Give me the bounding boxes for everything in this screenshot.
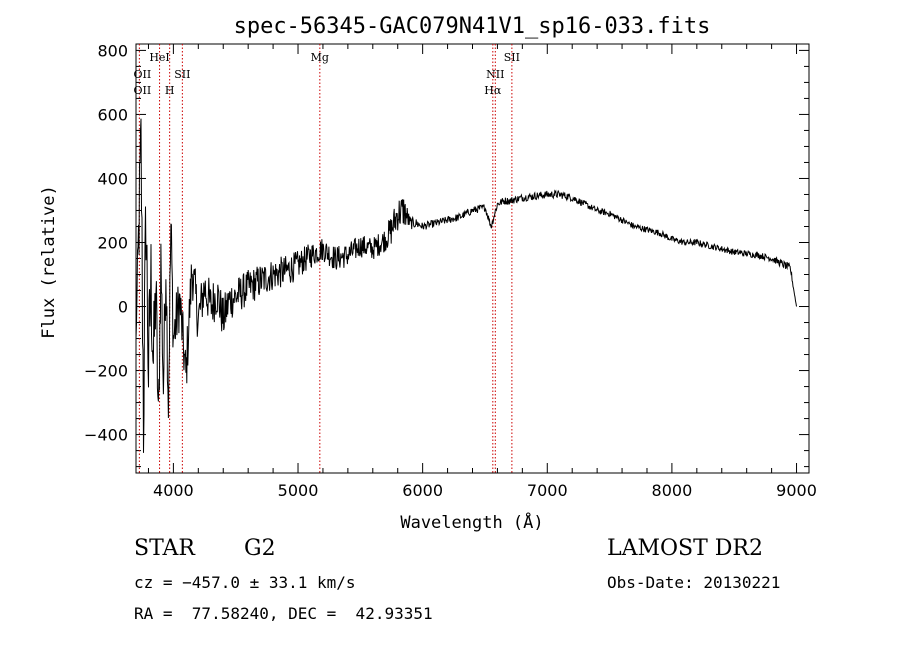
x-tick-label: 8000 <box>652 481 693 500</box>
chart-title: spec-56345-GAC079N41V1_sp16-033.fits <box>234 14 711 39</box>
plot-border <box>135 43 810 474</box>
x-tick-label: 6000 <box>402 481 443 500</box>
object-subclass: G2 <box>244 536 276 561</box>
y-axis-ticks: −400 −200 0 200 400 600 800 <box>84 41 809 468</box>
object-class: STAR <box>134 536 195 561</box>
line-marker-label: SII <box>174 68 190 81</box>
y-tick-label: −400 <box>84 426 128 445</box>
line-marker-label: OII <box>134 84 152 97</box>
plot-frame <box>135 43 810 474</box>
emission-line-markers: OII OII HeI H SII Mg NII Hα SII <box>134 44 520 473</box>
x-tick-label: 9000 <box>776 481 817 500</box>
x-axis-ticks: 4000 5000 6000 7000 8000 9000 <box>147 44 817 500</box>
y-tick-label: 0 <box>118 298 128 317</box>
x-axis-label: Wavelength (Å) <box>400 511 543 533</box>
x-tick-label: 4000 <box>153 481 194 500</box>
line-marker-label: HeI <box>149 51 169 64</box>
y-tick-label: −200 <box>84 362 128 381</box>
x-tick-label: 7000 <box>527 481 568 500</box>
survey-name: LAMOST DR2 <box>607 536 763 561</box>
series-layer <box>135 118 797 453</box>
y-tick-label: 600 <box>97 105 128 124</box>
y-tick-label: 800 <box>97 41 128 60</box>
line-marker-label: SII <box>504 51 520 64</box>
y-tick-label: 400 <box>97 169 128 188</box>
line-marker-label: Mg <box>311 51 329 64</box>
x-tick-label: 5000 <box>278 481 319 500</box>
redshift-velocity: cz = −457.0 ± 33.1 km/s <box>134 573 356 592</box>
y-tick-label: 200 <box>97 233 128 252</box>
observation-date: Obs-Date: 20130221 <box>607 573 781 592</box>
line-marker-label: Hα <box>484 84 502 97</box>
spectrum-line <box>135 118 797 453</box>
line-marker-label: OII <box>134 68 152 81</box>
y-axis-label: Flux (relative) <box>39 185 59 339</box>
line-marker-label: NII <box>486 68 504 81</box>
line-marker-label: H <box>165 84 175 97</box>
coordinates: RA = 77.58240, DEC = 42.93351 <box>134 604 433 623</box>
